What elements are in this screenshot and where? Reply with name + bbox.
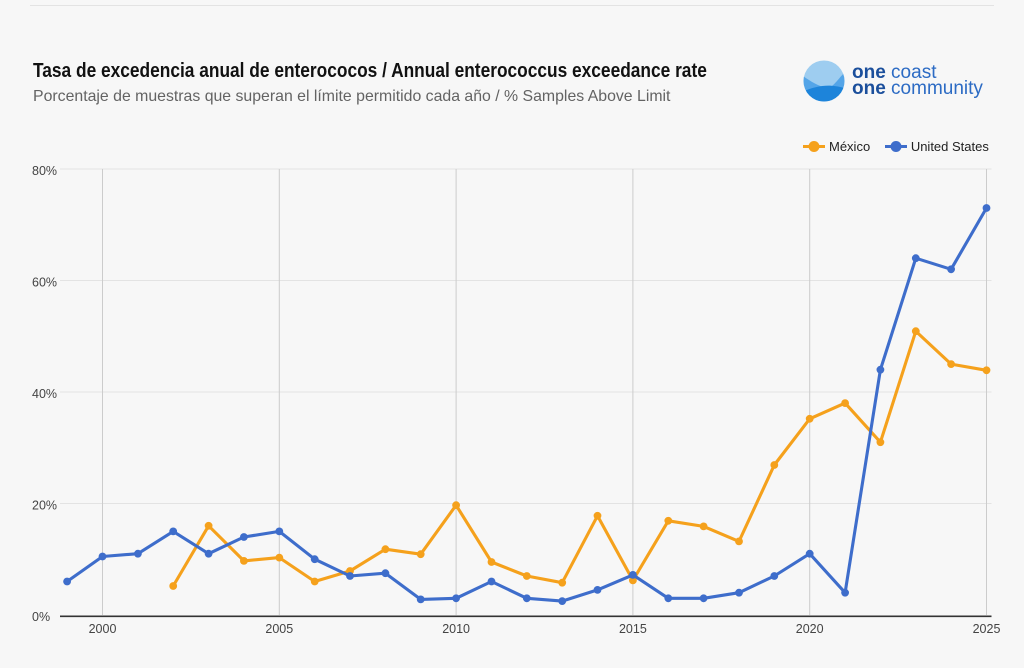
svg-text:80%: 80% [32, 164, 57, 178]
svg-text:2005: 2005 [265, 622, 293, 636]
svg-text:2000: 2000 [89, 622, 117, 636]
svg-text:2025: 2025 [973, 622, 1001, 636]
svg-text:2020: 2020 [796, 622, 824, 636]
svg-text:20%: 20% [32, 498, 57, 512]
svg-text:2010: 2010 [442, 622, 470, 636]
svg-text:60%: 60% [32, 275, 57, 289]
svg-text:40%: 40% [32, 387, 57, 401]
svg-text:2015: 2015 [619, 622, 647, 636]
svg-text:0%: 0% [32, 610, 50, 624]
